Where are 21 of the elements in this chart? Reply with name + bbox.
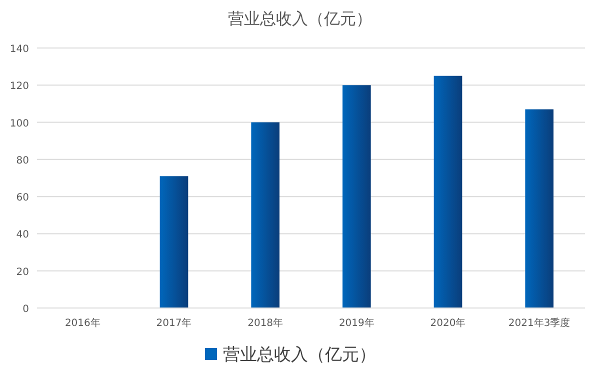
bar [434, 76, 462, 308]
y-tick-label: 140 [10, 44, 29, 55]
y-tick-label: 40 [16, 230, 29, 241]
x-tick-label: 2021年3季度 [508, 317, 570, 329]
bar [342, 85, 371, 308]
y-tick-label: 60 [16, 192, 29, 204]
y-tick-label: 100 [10, 118, 29, 130]
bar [160, 176, 188, 308]
x-tick-label: 2017年 [156, 317, 192, 329]
x-tick-label: 2019年 [338, 317, 374, 329]
x-tick-label: 2016年 [64, 317, 100, 329]
bar [525, 109, 554, 308]
x-tick-label: 2020年 [430, 317, 466, 329]
legend-label: 营业总收入（亿元） [223, 345, 376, 365]
y-tick-label: 120 [10, 81, 29, 92]
y-tick-label: 80 [16, 155, 29, 166]
y-tick-label: 20 [16, 266, 29, 278]
x-tick-label: 2018年 [248, 317, 284, 329]
bar [251, 122, 280, 308]
chart-title: 营业总收入（亿元） [228, 9, 372, 28]
y-tick-label: 0 [22, 304, 29, 315]
